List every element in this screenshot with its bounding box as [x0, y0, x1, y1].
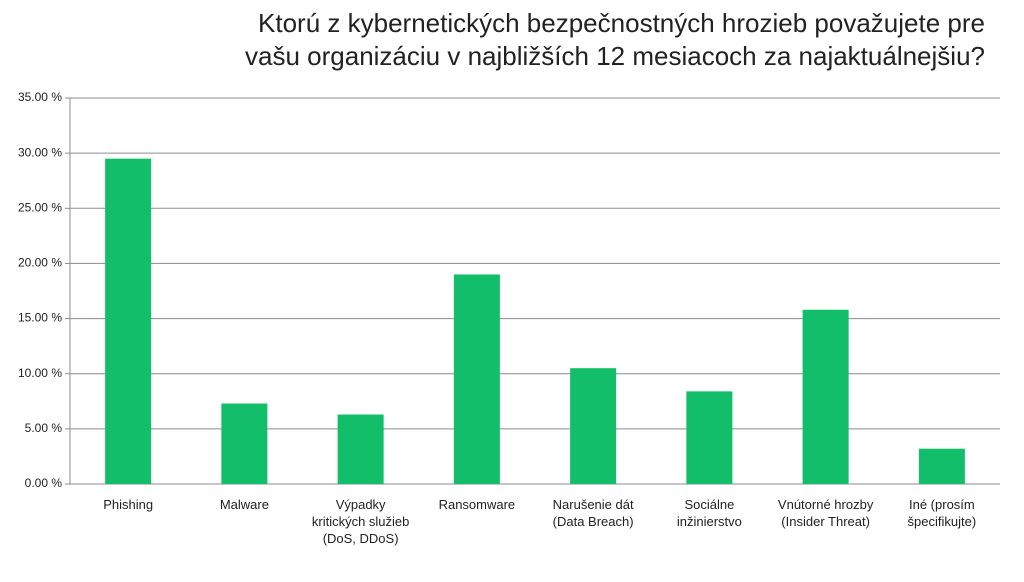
y-tick-label: 0.00 %: [25, 476, 63, 490]
bar: [105, 158, 152, 484]
bar: [570, 368, 617, 484]
x-tick-label: Malware: [219, 497, 269, 512]
bar: [686, 391, 733, 484]
bar: [802, 309, 849, 484]
bar: [337, 414, 384, 484]
y-tick-label: 20.00 %: [18, 256, 62, 270]
bar: [453, 274, 500, 484]
y-tick-label: 25.00 %: [18, 200, 62, 214]
bar: [918, 448, 965, 484]
y-tick-label: 5.00 %: [25, 421, 63, 435]
y-tick-label: 35.00 %: [18, 90, 62, 104]
x-tick-label: Výpadky kritických služieb (DoS, DDoS): [311, 497, 410, 546]
x-tick-label: Ransomware: [438, 497, 516, 512]
x-tick-label: Vnútorné hrozby (Insider Threat): [777, 497, 874, 529]
x-tick-label: Narušenie dát (Data Breach): [552, 497, 634, 529]
x-tick-label: Sociálne inžinierstvo: [676, 497, 742, 529]
chart-title: vašu organizáciu v najbližších 12 mesiac…: [245, 41, 985, 71]
x-tick-label: Phishing: [103, 497, 154, 512]
x-tick-label: Iné (prosím špecifikujte): [907, 497, 977, 529]
y-tick-label: 10.00 %: [18, 366, 62, 380]
y-tick-label: 30.00 %: [18, 145, 62, 159]
bar: [221, 403, 268, 484]
y-tick-label: 15.00 %: [18, 311, 62, 325]
chart-title: Ktorú z kybernetických bezpečnostných hr…: [258, 8, 985, 38]
